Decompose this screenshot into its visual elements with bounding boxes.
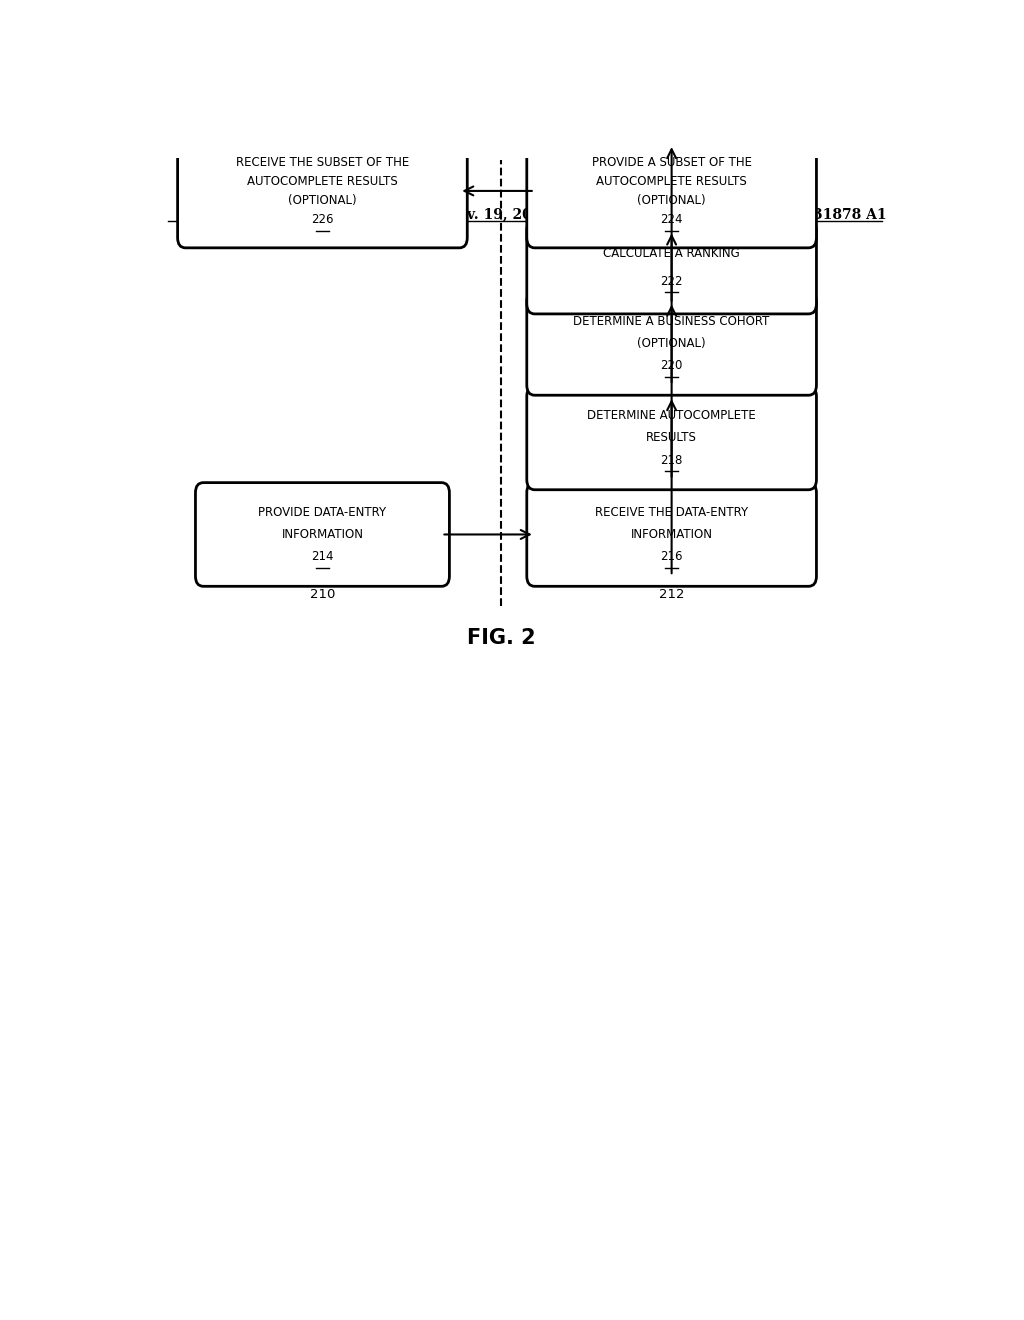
Text: 224: 224	[660, 213, 683, 226]
FancyBboxPatch shape	[526, 385, 816, 490]
Text: 226: 226	[311, 213, 334, 226]
Text: US 2015/0331878 A1: US 2015/0331878 A1	[723, 207, 887, 222]
Text: (OPTIONAL): (OPTIONAL)	[288, 194, 356, 207]
Text: DETERMINE AUTOCOMPLETE: DETERMINE AUTOCOMPLETE	[587, 409, 756, 422]
Text: 212: 212	[658, 587, 684, 601]
FancyBboxPatch shape	[526, 220, 816, 314]
Text: AUTOCOMPLETE RESULTS: AUTOCOMPLETE RESULTS	[247, 174, 397, 187]
Text: RECEIVE THE SUBSET OF THE: RECEIVE THE SUBSET OF THE	[236, 156, 409, 169]
Text: Patent Application Publication: Patent Application Publication	[191, 207, 431, 222]
Text: ELECTRONIC DEVICE: ELECTRONIC DEVICE	[254, 574, 391, 587]
Text: Nov. 19, 2015  Sheet 2 of 5: Nov. 19, 2015 Sheet 2 of 5	[445, 207, 654, 222]
Text: INFORMATION: INFORMATION	[282, 528, 364, 541]
Text: (OPTIONAL): (OPTIONAL)	[637, 337, 706, 350]
Text: RESULTS: RESULTS	[646, 432, 697, 445]
Text: RECEIVE THE DATA-ENTRY: RECEIVE THE DATA-ENTRY	[595, 506, 749, 519]
FancyBboxPatch shape	[526, 135, 816, 248]
FancyBboxPatch shape	[526, 483, 816, 586]
Text: AUTOCOMPLETE RESULTS: AUTOCOMPLETE RESULTS	[596, 174, 746, 187]
Text: PROVIDE A SUBSET OF THE: PROVIDE A SUBSET OF THE	[592, 156, 752, 169]
Text: 216: 216	[660, 550, 683, 564]
Text: 220: 220	[660, 359, 683, 372]
Text: (OPTIONAL): (OPTIONAL)	[637, 194, 706, 207]
FancyBboxPatch shape	[177, 135, 467, 248]
Text: CALCULATE A RANKING: CALCULATE A RANKING	[603, 247, 740, 260]
Text: 218: 218	[660, 454, 683, 467]
Text: 214: 214	[311, 550, 334, 564]
Text: INFORMATION: INFORMATION	[631, 528, 713, 541]
Text: DETERMINE A BUSINESS COHORT: DETERMINE A BUSINESS COHORT	[573, 314, 770, 327]
Text: 100: 100	[749, 560, 777, 574]
FancyBboxPatch shape	[526, 292, 816, 395]
Text: 222: 222	[660, 275, 683, 288]
Text: COMPUTER: COMPUTER	[635, 574, 709, 587]
Text: FIG. 2: FIG. 2	[467, 628, 536, 648]
Text: PROVIDE DATA-ENTRY: PROVIDE DATA-ENTRY	[258, 506, 386, 519]
Text: 210: 210	[309, 587, 335, 601]
FancyBboxPatch shape	[196, 483, 450, 586]
